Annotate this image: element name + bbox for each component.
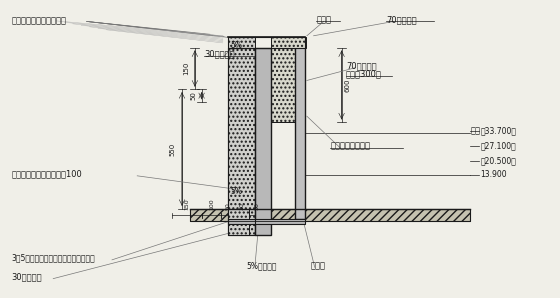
Text: 150: 150	[183, 62, 189, 75]
Bar	[228, 48, 255, 235]
Text: 5%: 5%	[231, 187, 242, 196]
Bar	[295, 47, 305, 219]
Text: 600: 600	[344, 78, 350, 92]
Text: 70厚岩棉板: 70厚岩棉板	[346, 61, 377, 70]
Bar	[271, 37, 306, 48]
Text: 30: 30	[239, 202, 244, 210]
Bar	[228, 37, 255, 48]
Bar	[228, 209, 249, 219]
Text: 附加网格布长度过岩棉逾100: 附加网格布长度过岩棉逾100	[11, 170, 82, 179]
Text: 5%（余同）: 5%（余同）	[246, 261, 277, 270]
Text: 70厚聚苯板: 70厚聚苯板	[386, 15, 417, 24]
Text: 窗附框: 窗附框	[316, 15, 332, 24]
Bar	[271, 48, 295, 122]
Polygon shape	[190, 209, 470, 221]
Text: （33.700）: （33.700）	[480, 127, 516, 136]
Bar	[228, 219, 305, 224]
Text: 50: 50	[225, 202, 230, 210]
Text: 150: 150	[185, 198, 189, 210]
Text: 3～5厚防护面层外复复合铝丝网铝板布: 3～5厚防护面层外复复合铝丝网铝板布	[11, 253, 95, 262]
Text: 岩棉板专用锚固件: 岩棉板专用锚固件	[330, 142, 370, 150]
Bar	[228, 37, 305, 48]
Text: 卧室: 卧室	[470, 127, 480, 136]
Text: 13.900: 13.900	[480, 170, 507, 179]
Text: 30厚聚苯板: 30厚聚苯板	[204, 49, 235, 58]
Bar	[255, 48, 271, 235]
Text: 50: 50	[190, 91, 196, 100]
Text: 5%: 5%	[231, 41, 242, 50]
Bar	[228, 48, 255, 235]
Text: 30厚聚苯板: 30厚聚苯板	[11, 273, 42, 282]
Text: （20.500）: （20.500）	[480, 156, 516, 165]
Text: 550: 550	[170, 142, 175, 156]
Text: 窗附框: 窗附框	[311, 261, 326, 270]
Text: 100: 100	[209, 198, 214, 210]
Text: 成品聚苯板外墙装饰檐线: 成品聚苯板外墙装饰檐线	[11, 16, 66, 25]
Text: （27.100）: （27.100）	[480, 142, 516, 150]
Text: 30: 30	[254, 202, 259, 210]
Bar	[271, 48, 295, 122]
Text: （高度300）: （高度300）	[346, 69, 382, 78]
Bar	[228, 224, 249, 235]
